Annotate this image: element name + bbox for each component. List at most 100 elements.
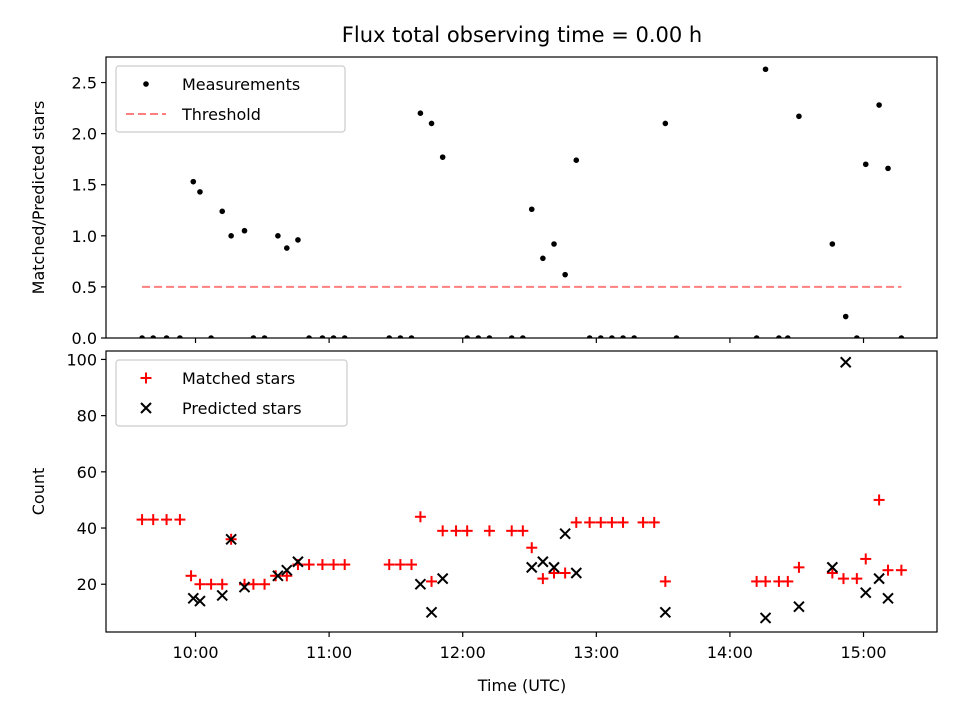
matched-star-point — [303, 559, 315, 571]
predicted-star-point — [882, 592, 894, 604]
matched-star-point — [394, 559, 406, 571]
measurement-point — [475, 335, 482, 338]
matched-star-point — [506, 525, 518, 537]
matched-star-point — [570, 516, 582, 528]
matched-star-point — [281, 570, 293, 582]
legend-x-marker — [140, 402, 152, 414]
measurement-point — [177, 335, 183, 338]
x-tick-label: 11:00 — [306, 643, 352, 662]
ratio-plot-area — [139, 66, 905, 338]
matched-star-point — [559, 567, 571, 579]
count-y-tick-label: 80 — [77, 407, 97, 426]
measurement-point — [386, 335, 393, 338]
measurement-point — [228, 233, 234, 239]
measurement-point — [609, 335, 615, 338]
measurement-point — [796, 113, 802, 120]
measurement-point — [284, 245, 290, 251]
x-tick-label: 14:00 — [707, 643, 753, 662]
measurement-point — [295, 237, 301, 243]
measurement-point — [261, 335, 268, 338]
measurement-point — [408, 335, 415, 338]
predicted-star-point — [216, 589, 228, 602]
measurement-point — [330, 335, 337, 338]
matched-star-point — [205, 578, 217, 590]
measurement-point — [785, 335, 791, 338]
measurement-point — [275, 233, 281, 239]
x-tick-label: 13:00 — [573, 643, 619, 662]
matched-star-point — [584, 516, 596, 528]
matched-star-point — [526, 542, 538, 554]
predicted-star-point — [414, 578, 427, 590]
measurement-point — [551, 241, 557, 247]
bottom-panel: 20 40 60 80 100 10:00 11:00 12:00 13:00 14:00 15:0… — [29, 350, 938, 662]
predicted-star-point — [425, 606, 438, 619]
matched-star-point — [259, 578, 271, 590]
matched-star-point — [247, 578, 259, 590]
measurement-point — [842, 313, 849, 320]
measurement-point — [673, 335, 680, 338]
predicted-star-point — [548, 561, 560, 574]
measurement-point — [573, 157, 580, 164]
matched-star-point — [659, 575, 671, 587]
measurement-point — [662, 120, 669, 127]
matched-star-point — [793, 561, 805, 573]
measurement-point — [250, 335, 257, 338]
matched-star-point — [537, 573, 549, 585]
measurement-point — [306, 335, 312, 338]
ratio-y-tick-label: 2.5 — [72, 74, 97, 93]
predicted-star-point — [187, 592, 199, 604]
measurement-point — [597, 335, 604, 338]
ratio-y-tick-label: 0.5 — [72, 278, 97, 297]
measurement-point — [620, 335, 626, 338]
predicted-star-point — [526, 561, 538, 574]
predicted-star-point — [839, 356, 852, 368]
measurement-point — [219, 208, 226, 215]
matched-star-point — [316, 559, 328, 571]
measurement-point — [528, 206, 535, 213]
predicted-star-point — [873, 572, 885, 585]
matched-star-point — [161, 514, 173, 526]
matched-star-point — [328, 559, 340, 571]
count-axes-frame — [105, 350, 938, 633]
x-tick-label: 10:00 — [172, 643, 218, 662]
measurement-point — [520, 335, 526, 338]
measurement-point — [829, 241, 836, 247]
x-tick-label: 15:00 — [840, 643, 886, 662]
measurement-point — [753, 335, 760, 338]
measurement-point — [208, 335, 214, 338]
predicted-star-point — [272, 570, 284, 582]
predicted-star-point — [194, 595, 206, 607]
matched-star-point — [383, 559, 395, 571]
matched-star-point — [837, 573, 849, 585]
measurement-point — [417, 110, 424, 116]
top-panel: 0.0 0.5 1.0 1.5 2.0 2.5 Matched/Predicted star… — [29, 56, 938, 348]
measurement-point — [486, 335, 493, 338]
matched-star-point — [895, 564, 907, 576]
count-y-tick-label: 40 — [77, 519, 97, 538]
measurement-point — [319, 335, 326, 338]
chart-title: Flux total observing time = 0.00 h — [342, 23, 702, 47]
ratio-y-tick-label: 1.0 — [72, 227, 97, 246]
measurement-point — [762, 66, 769, 73]
matched-star-point — [461, 525, 473, 537]
matched-star-point — [826, 567, 838, 579]
measurement-point — [562, 271, 568, 278]
predicted-star-point — [793, 601, 805, 613]
predicted-star-point — [659, 606, 672, 619]
measurement-point — [854, 335, 860, 338]
predicted-star-point — [436, 572, 449, 585]
matched-star-point — [426, 575, 438, 587]
ratio-y-tick-label: 0.0 — [72, 329, 97, 348]
measurement-point — [776, 335, 782, 338]
matched-star-point — [782, 575, 794, 587]
matched-star-point — [406, 559, 418, 571]
measurement-point — [197, 189, 203, 195]
predicted-star-point — [559, 527, 571, 540]
predicted-star-point — [826, 561, 839, 574]
matched-star-point — [882, 564, 894, 576]
count-y-axis-title: Count — [29, 468, 48, 516]
predicted-star-point — [292, 556, 304, 568]
predicted-star-point — [225, 533, 237, 545]
predicted-star-point — [759, 612, 772, 624]
predicted-star-point — [281, 564, 293, 576]
